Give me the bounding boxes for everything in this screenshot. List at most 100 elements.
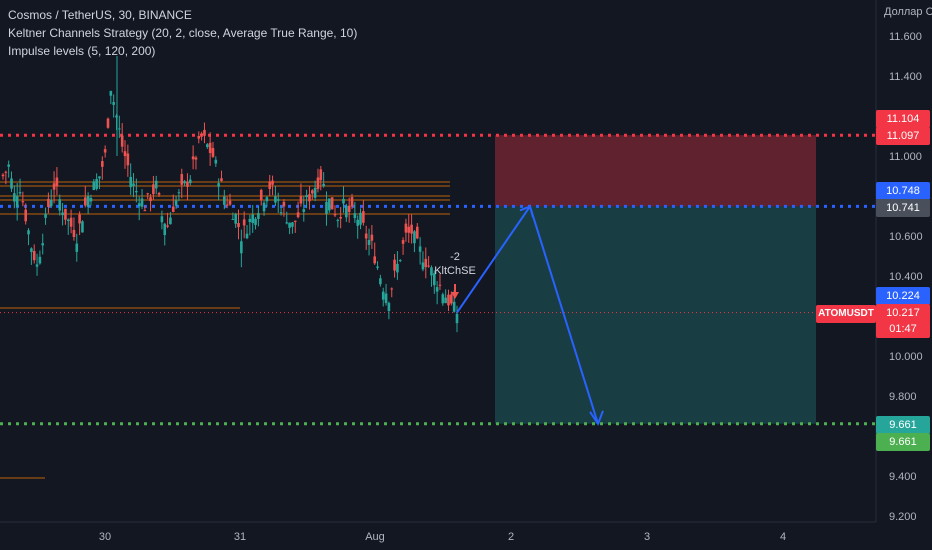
candle-body bbox=[370, 234, 374, 241]
sell-signal-arrow bbox=[451, 292, 459, 299]
candle-body bbox=[180, 174, 184, 185]
candle-body bbox=[418, 246, 422, 252]
candle-body bbox=[137, 203, 141, 207]
candle-body bbox=[217, 183, 220, 187]
candle-body bbox=[78, 214, 81, 224]
candle-body bbox=[44, 213, 47, 218]
candle-body bbox=[81, 221, 84, 233]
candle-body bbox=[197, 135, 201, 139]
candle-body bbox=[291, 222, 294, 227]
candle-body bbox=[1, 174, 5, 177]
symbol-price-tag: ATOMUSDT bbox=[816, 305, 876, 323]
candle-body bbox=[285, 222, 289, 224]
candle-body bbox=[259, 189, 263, 201]
candle-body bbox=[27, 230, 30, 235]
candle-body bbox=[18, 192, 22, 194]
x-tick-label: 3 bbox=[644, 531, 650, 543]
candle-body bbox=[330, 197, 334, 210]
candle-body bbox=[367, 240, 371, 245]
y-tick-label: 11.000 bbox=[889, 151, 922, 163]
candle-body bbox=[390, 288, 394, 290]
candle-body bbox=[342, 198, 345, 204]
candle-body bbox=[438, 284, 442, 286]
candle-body bbox=[336, 219, 340, 221]
candle-body bbox=[305, 195, 308, 198]
candle-body bbox=[186, 181, 189, 187]
candle-body bbox=[274, 196, 277, 203]
candle-body bbox=[223, 196, 226, 205]
candle-body bbox=[72, 229, 76, 237]
candle-body bbox=[38, 256, 42, 264]
candle-body bbox=[191, 156, 195, 160]
candle-body bbox=[359, 212, 362, 225]
candle-body bbox=[430, 267, 433, 276]
y-tick-label: 10.400 bbox=[889, 271, 923, 283]
candle-body bbox=[157, 193, 161, 195]
candle-body bbox=[21, 201, 25, 203]
candle-body bbox=[69, 217, 73, 227]
candle-body bbox=[188, 179, 192, 184]
candle-body bbox=[171, 206, 175, 212]
candle-body bbox=[228, 200, 232, 205]
symbol-title[interactable]: Cosmos / TetherUS, 30, BINANCE bbox=[8, 8, 192, 22]
candle-body bbox=[407, 226, 411, 233]
candle-body bbox=[15, 196, 19, 207]
candle-body bbox=[245, 233, 249, 239]
candle-body bbox=[183, 181, 186, 184]
candle-body bbox=[276, 199, 280, 201]
candle-body bbox=[149, 197, 152, 202]
countdown-tag: 01:47 bbox=[876, 320, 930, 338]
candle-body bbox=[308, 194, 311, 202]
candle-body bbox=[35, 264, 39, 267]
take-profit-zone bbox=[495, 206, 816, 424]
candle-body bbox=[208, 142, 212, 153]
candle-body bbox=[347, 205, 351, 212]
candle-body bbox=[112, 101, 115, 105]
x-tick-label: Aug bbox=[365, 531, 385, 543]
candle-body bbox=[106, 118, 110, 128]
candle-body bbox=[32, 250, 36, 261]
indicator-impulse[interactable]: Impulse levels (5, 120, 200) bbox=[8, 44, 156, 58]
current-high-tag: 10.224 bbox=[876, 287, 930, 305]
x-tick-label: 31 bbox=[234, 531, 246, 543]
candle-body bbox=[177, 192, 181, 194]
candle-body bbox=[393, 259, 396, 271]
candle-body bbox=[328, 198, 331, 211]
candle-body bbox=[447, 294, 450, 306]
candle-body bbox=[262, 202, 266, 212]
entry-high-tag: 10.748 bbox=[876, 182, 930, 200]
entry-low-tag: 10.741 bbox=[876, 199, 930, 217]
candle-body bbox=[387, 302, 391, 311]
candle-body bbox=[92, 181, 96, 191]
candle-body bbox=[135, 190, 138, 193]
candle-body bbox=[123, 151, 127, 157]
candle-body bbox=[58, 199, 62, 211]
candle-body bbox=[362, 211, 365, 223]
candle-body bbox=[299, 196, 303, 204]
candle-body bbox=[450, 294, 453, 304]
candle-body bbox=[120, 135, 124, 147]
candle-body bbox=[109, 91, 113, 96]
candle-body bbox=[398, 260, 402, 262]
x-tick-label: 30 bbox=[99, 531, 111, 543]
candle-body bbox=[225, 204, 229, 206]
candle-body bbox=[220, 178, 223, 181]
candle-body bbox=[203, 129, 206, 136]
candle-body bbox=[410, 224, 413, 234]
x-tick-label: 4 bbox=[780, 531, 786, 543]
candle-body bbox=[251, 214, 254, 224]
candle-body bbox=[166, 225, 169, 227]
indicator-keltner[interactable]: Keltner Channels Strategy (20, 2, close,… bbox=[8, 26, 358, 40]
candle-body bbox=[61, 212, 64, 216]
candle-body bbox=[52, 183, 56, 190]
candle-body bbox=[302, 209, 306, 212]
candle-body bbox=[95, 179, 98, 189]
projection-arrowhead bbox=[519, 205, 534, 218]
y-tick-label: 10.600 bbox=[889, 231, 923, 243]
candle-body bbox=[169, 217, 172, 225]
target-high-tag: 9.661 bbox=[876, 416, 930, 434]
candle-body bbox=[101, 161, 104, 167]
candle-body bbox=[132, 183, 135, 187]
candle-body bbox=[75, 243, 79, 252]
